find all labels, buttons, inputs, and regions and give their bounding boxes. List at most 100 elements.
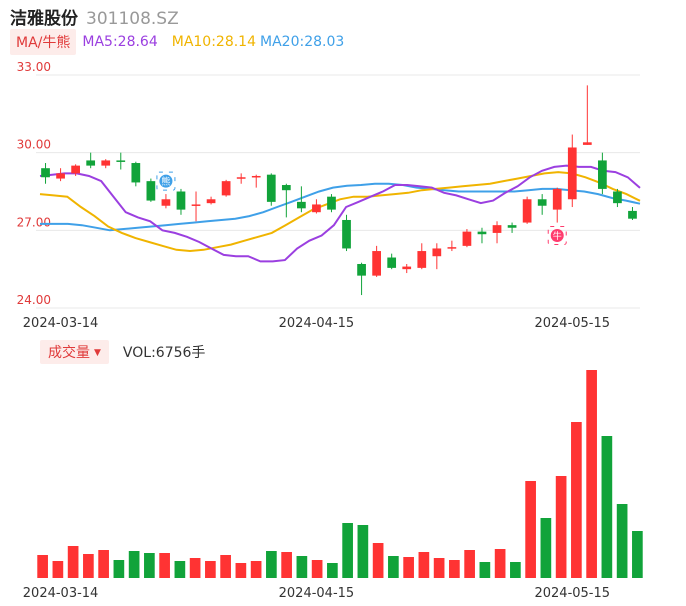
date-axis-bottom: 2024-03-14 2024-04-15 2024-05-15 — [23, 586, 610, 601]
volume-bar — [98, 550, 109, 578]
volume-bar — [494, 549, 506, 578]
volume-bar — [525, 481, 536, 578]
volume-bar — [266, 551, 277, 578]
stock-header: 洁雅股份 301108.SZ — [10, 4, 179, 29]
candle-body — [387, 257, 397, 268]
volume-bar — [540, 518, 552, 578]
x-tick-label: 2024-05-15 — [534, 586, 610, 601]
volume-bar — [479, 562, 491, 578]
ma-lines — [39, 164, 641, 263]
volume-bar — [113, 560, 125, 578]
candle-body — [492, 225, 502, 233]
marker-frame — [547, 226, 567, 246]
candle-body — [297, 201, 306, 209]
x-tick-label: 2024-04-15 — [279, 316, 355, 331]
ma20-line — [40, 182, 641, 232]
volume-bar — [311, 560, 323, 578]
volume-bar — [83, 554, 94, 578]
stock-name: 洁雅股份 — [10, 9, 78, 29]
volume-bar — [632, 531, 643, 578]
candle-body — [176, 191, 186, 210]
volume-bars — [37, 370, 643, 578]
candle-body — [312, 204, 321, 213]
marker-frame — [156, 171, 176, 191]
volume-bar — [67, 546, 79, 578]
x-tick-label: 2024-03-14 — [23, 586, 99, 601]
volume-bar — [174, 561, 186, 578]
candle-body — [146, 181, 156, 201]
volume-bar — [144, 553, 155, 578]
bear-icon — [159, 174, 173, 188]
y-tick-label: 27.00 — [17, 215, 51, 229]
marker-label: 熊 — [161, 176, 170, 188]
volume-bar — [601, 436, 613, 578]
candle-body — [357, 263, 366, 276]
ma5-legend: MA5:28.64 — [82, 34, 158, 50]
volume-bar — [52, 561, 64, 578]
volume-type-selector[interactable]: 成交量 ▼ — [40, 340, 109, 364]
price-grid — [36, 74, 640, 309]
bull-icon — [550, 229, 564, 243]
volume-bar — [327, 563, 338, 578]
date-axis-top: 2024-03-14 2024-04-15 2024-05-15 — [23, 316, 610, 331]
candle-body — [86, 160, 96, 166]
ma10-line — [39, 171, 641, 253]
signal-markers: 熊牛 — [156, 171, 567, 246]
ma10-legend: MA10:28.14 — [171, 34, 257, 50]
candle-body — [598, 160, 607, 189]
volume-bar — [403, 557, 414, 578]
volume-bar — [510, 562, 521, 578]
volume-type-label: 成交量 — [48, 345, 90, 361]
volume-bar — [235, 563, 247, 578]
volume-bar — [616, 504, 628, 578]
candle-body — [507, 225, 517, 228]
candle-body — [402, 266, 412, 270]
volume-bar — [205, 561, 216, 578]
candle-body — [522, 199, 532, 223]
candle-body — [116, 160, 126, 162]
volume-bar — [296, 556, 308, 578]
ma-type-selector[interactable]: MA/牛熊 — [10, 29, 77, 55]
volume-legend: 成交量 ▼ VOL:6756手 — [40, 340, 206, 364]
marker-label: 牛 — [553, 230, 562, 242]
y-tick-label: 30.00 — [17, 138, 51, 152]
candle-body — [161, 199, 171, 206]
candle-body — [266, 174, 276, 202]
candle-body — [41, 168, 50, 178]
candle-body — [56, 173, 65, 179]
volume-bar — [281, 552, 292, 578]
volume-bar — [449, 560, 460, 578]
volume-bar — [555, 476, 567, 578]
price-axis: 33.00 30.00 27.00 24.00 — [17, 60, 51, 307]
candle-body — [432, 248, 442, 257]
volume-bar — [220, 555, 231, 578]
volume-bar — [250, 561, 262, 578]
stock-code: 301108.SZ — [86, 9, 179, 29]
candle-body — [221, 181, 231, 196]
x-tick-label: 2024-04-15 — [279, 586, 355, 601]
candle-body — [567, 147, 577, 200]
volume-bar — [37, 555, 48, 578]
candle-body — [477, 231, 487, 235]
candle-body — [236, 177, 246, 179]
volume-bar — [342, 523, 353, 578]
y-tick-label: 24.00 — [17, 293, 51, 307]
volume-bar — [388, 556, 399, 578]
caret-down-icon: ▼ — [94, 348, 101, 358]
candle-body — [327, 196, 336, 210]
ma5-line — [39, 164, 641, 263]
volume-bar — [128, 551, 140, 578]
candle-body — [552, 188, 562, 210]
candle-body — [613, 191, 622, 204]
volume-value: VOL:6756手 — [122, 345, 206, 361]
volume-bar — [159, 553, 170, 578]
volume-bar — [372, 543, 384, 578]
candle-body — [462, 231, 472, 246]
candle-body — [251, 175, 261, 178]
volume-bar — [189, 558, 201, 578]
ma20-legend: MA20:28.03 — [260, 34, 345, 50]
candle-body — [71, 165, 80, 174]
candle-body — [191, 204, 201, 206]
candle-body — [101, 160, 111, 166]
